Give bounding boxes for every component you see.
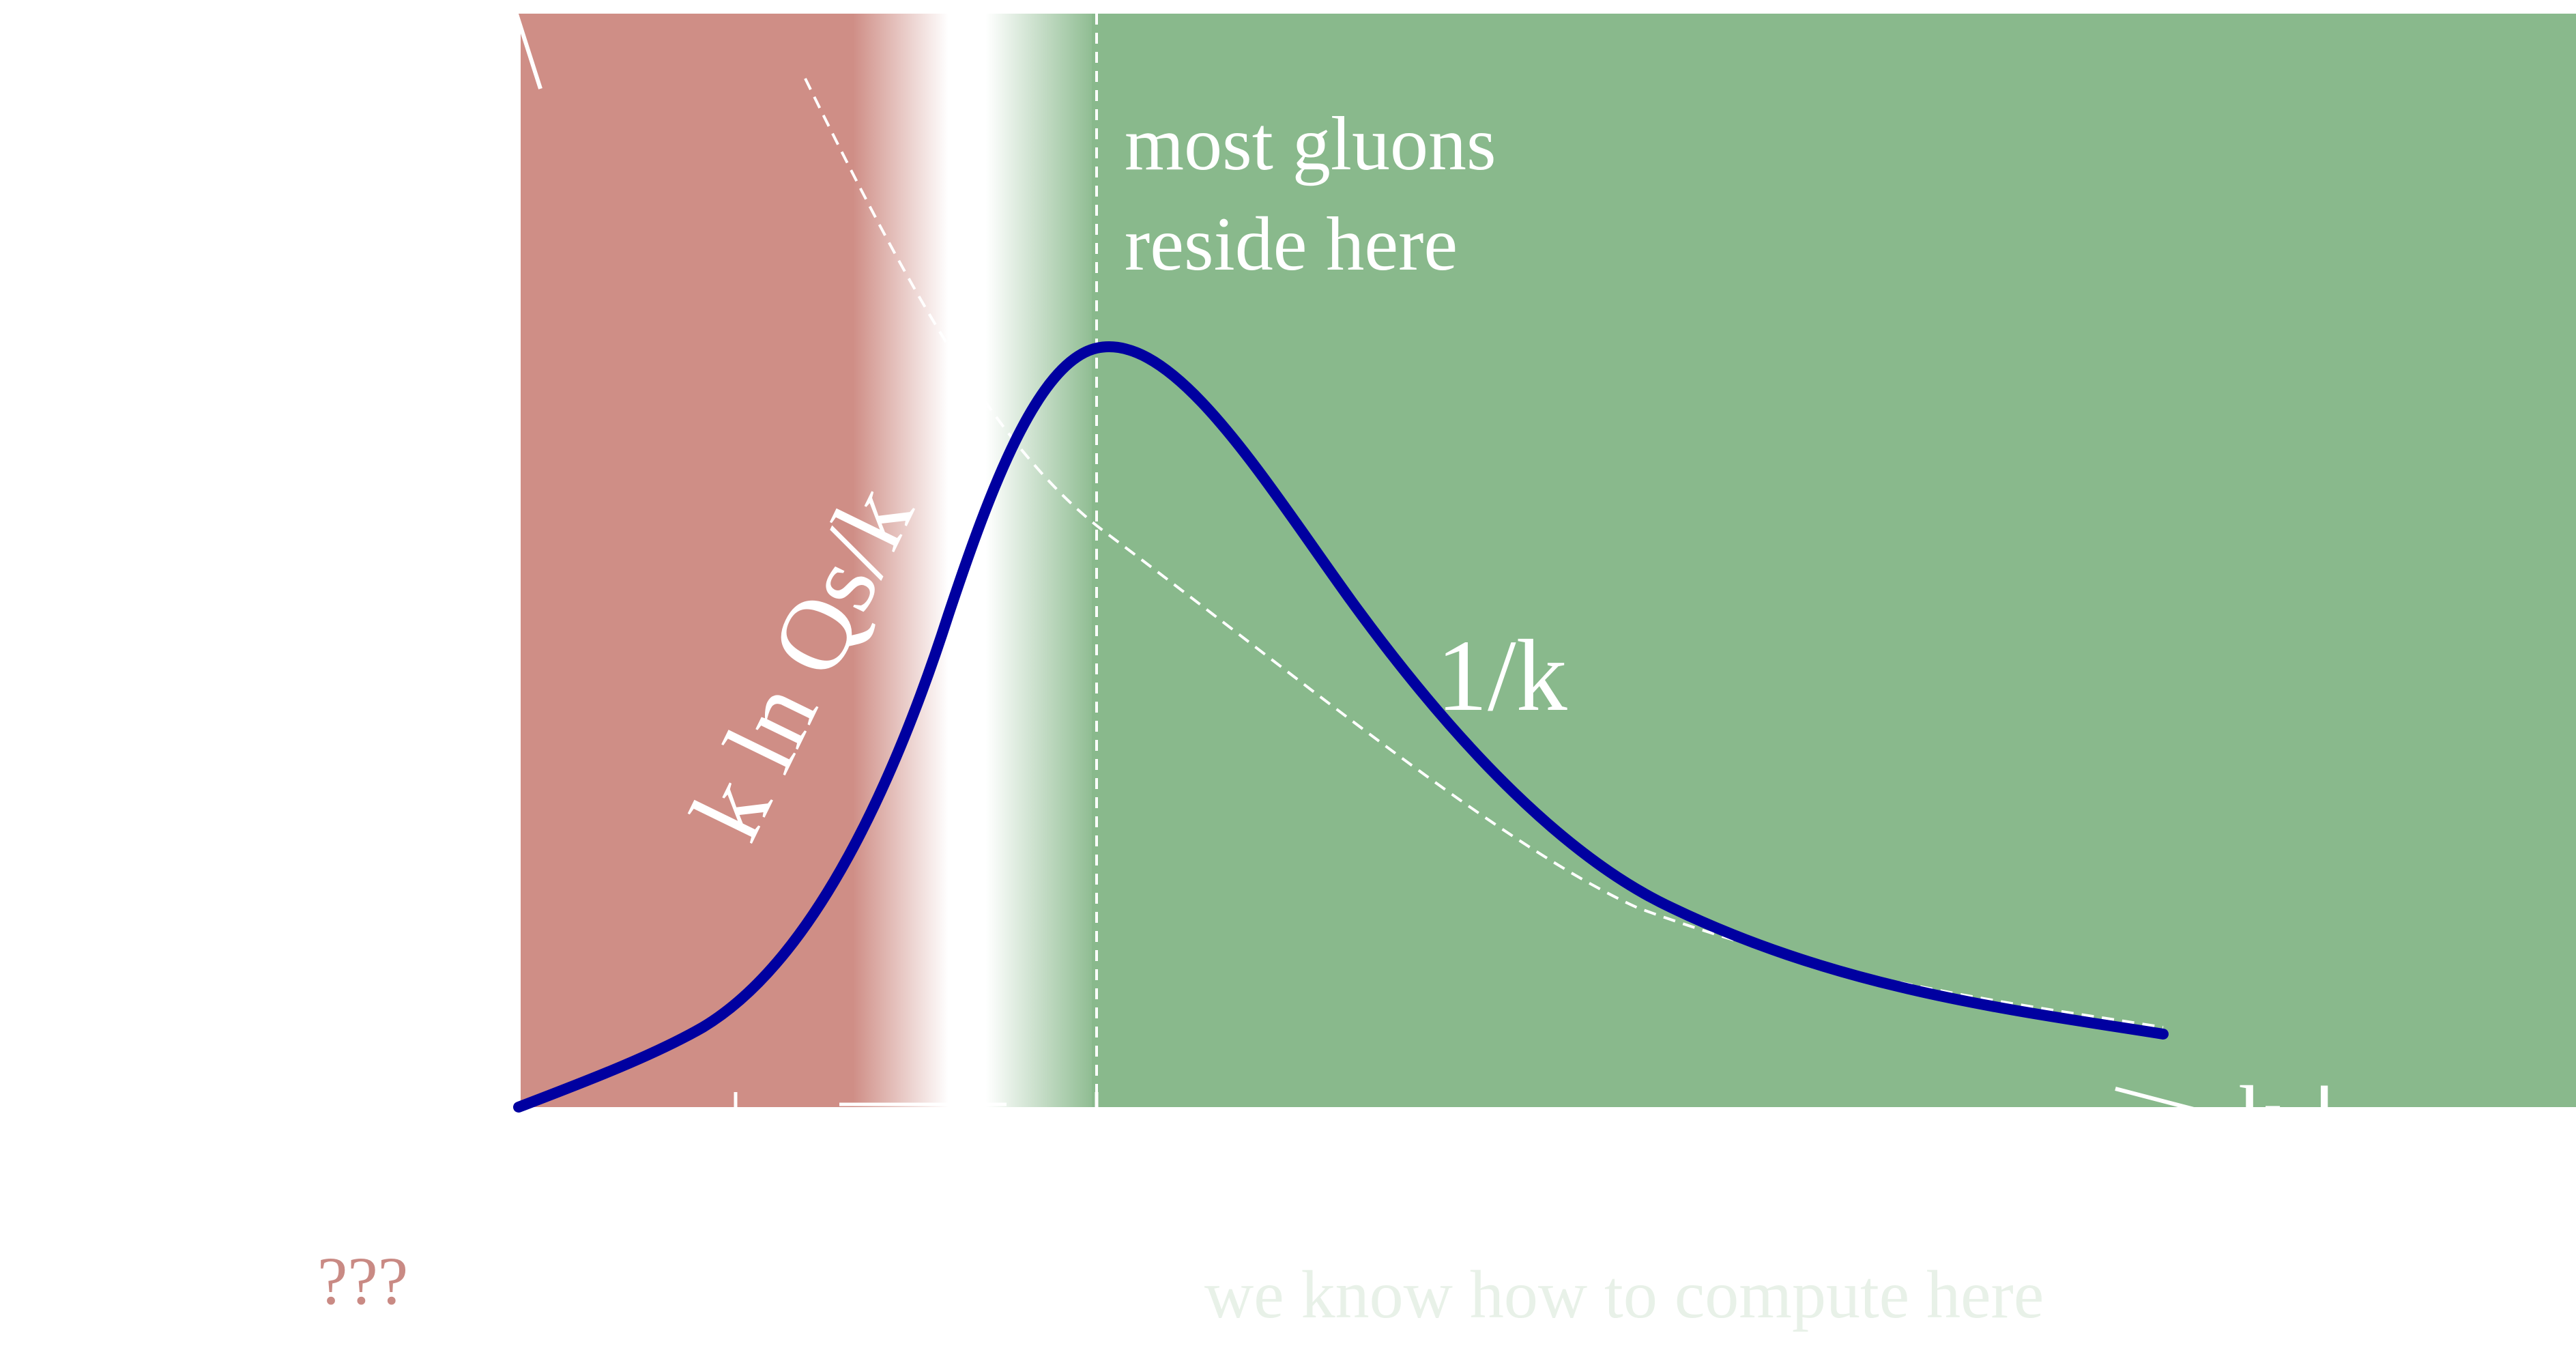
- red-region: [519, 14, 764, 1107]
- alpha-weak-label: αs ≪ 1: [1204, 1162, 1427, 1245]
- top-note-line1: most gluons: [1125, 102, 1496, 186]
- x-axis-label: k⊥: [2238, 1068, 2366, 1166]
- question-marks: ???: [317, 1243, 408, 1319]
- compute-note: we know how to compute here: [1204, 1257, 2044, 1332]
- tick-qs-label: Qs: [1047, 1183, 1138, 1274]
- tick-lambda-label: ΛQCD: [676, 1183, 908, 1274]
- right-curve-label: 1/k: [1436, 619, 1567, 732]
- alpha-strong-label: αs ~ 1: [270, 1162, 454, 1245]
- y-axis-label: k φ(k): [167, 41, 388, 139]
- top-note-line2: reside here: [1125, 202, 1458, 287]
